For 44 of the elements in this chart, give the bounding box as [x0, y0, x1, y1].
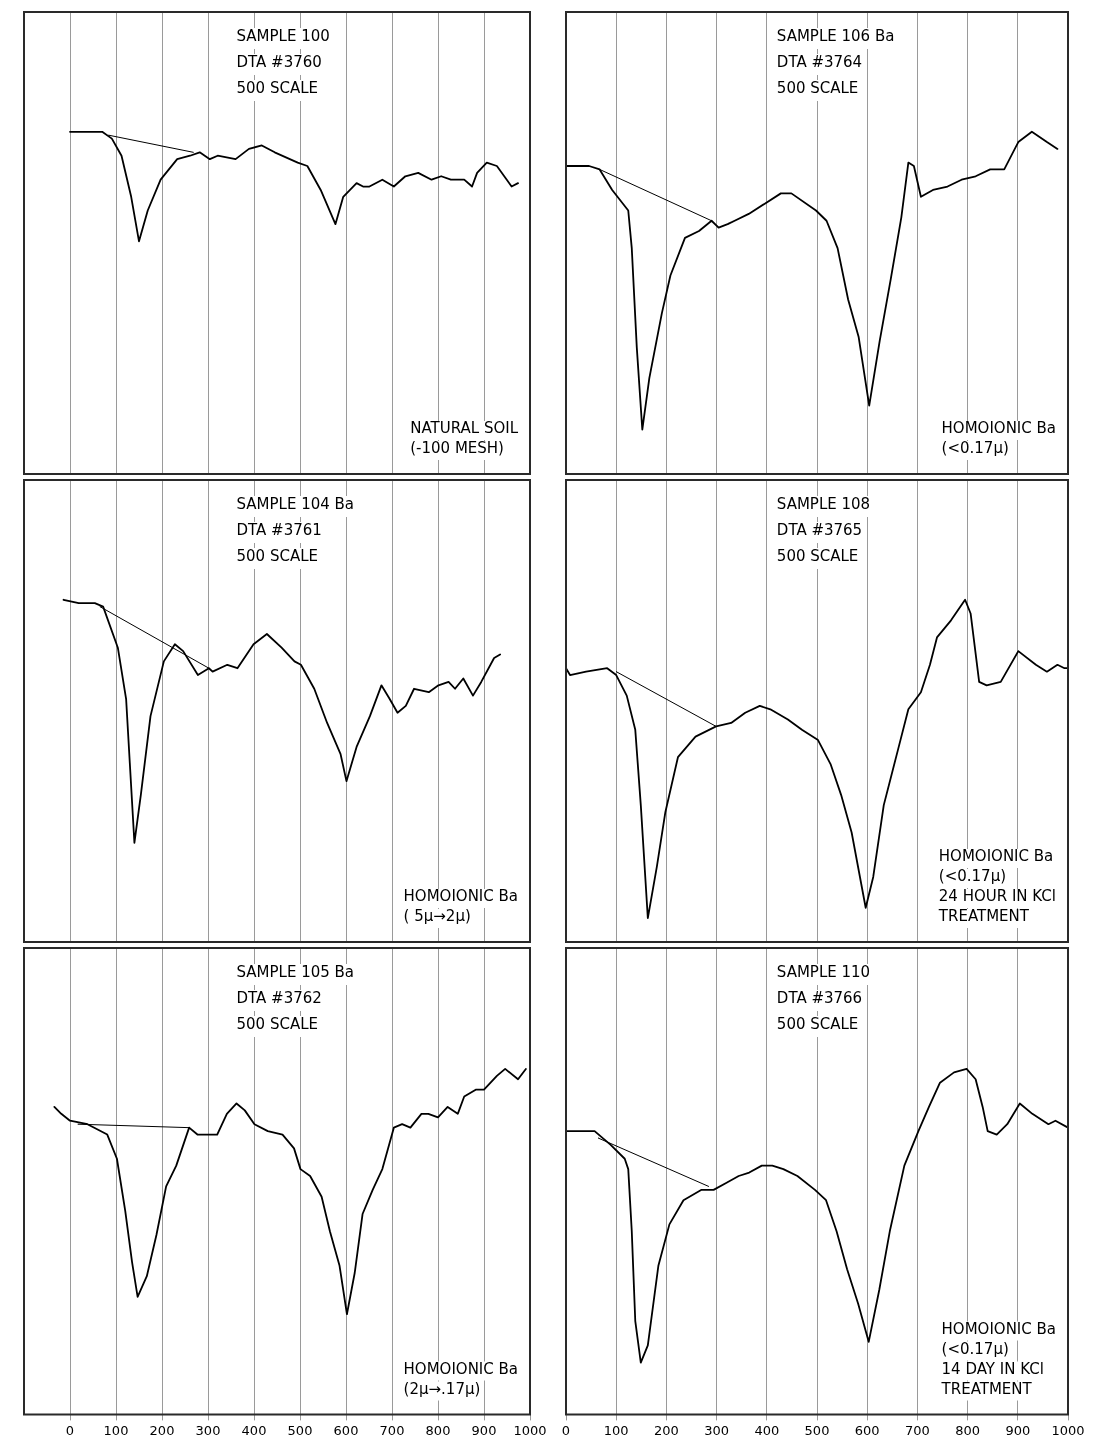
annotation: HOMOIONIC Ba [941, 1319, 1056, 1338]
x-tick-label: 600 [333, 1422, 359, 1438]
x-tick-label: 200 [653, 1422, 679, 1438]
x-tick-label: 800 [425, 1422, 451, 1438]
annotation: (2μ→.17μ) [403, 1379, 481, 1398]
annotation: 14 DAY IN KCl [941, 1359, 1044, 1378]
x-tick-label: 300 [195, 1422, 221, 1438]
annotation: NATURAL SOIL [410, 419, 519, 438]
annotation: (<0.17μ) [938, 867, 1007, 886]
annotation: (-100 MESH) [410, 439, 504, 458]
annotation: 24 HOUR IN KCl [938, 887, 1057, 906]
x-tick-label: 500 [287, 1422, 313, 1438]
x-tick-label: 1000 [513, 1422, 547, 1438]
chart-title: SAMPLE 104 Ba DTA #3761 500 SCALE [236, 495, 355, 566]
annotation: (<0.17μ) [941, 1339, 1009, 1358]
x-tick-label: 600 [854, 1422, 880, 1438]
annotation: TREATMENT [937, 907, 1030, 926]
x-tick-label: 100 [103, 1422, 129, 1438]
chart-title: SAMPLE 110 DTA #3766 500 SCALE [776, 963, 871, 1034]
x-tick-label: 700 [904, 1422, 930, 1438]
x-tick-label: 400 [241, 1422, 267, 1438]
x-tick-label: 1000 [1051, 1422, 1085, 1438]
chart-title: SAMPLE 108 DTA #3765 500 SCALE [776, 495, 871, 566]
annotation: HOMOIONIC Ba [403, 887, 518, 906]
x-tick-label: 700 [379, 1422, 405, 1438]
x-tick-label: 200 [149, 1422, 175, 1438]
chart-title: SAMPLE 106 Ba DTA #3764 500 SCALE [776, 27, 895, 98]
x-tick-label: 800 [955, 1422, 981, 1438]
annotation: (<0.17μ) [941, 439, 1009, 458]
x-tick-label: 900 [471, 1422, 497, 1438]
annotation: HOMOIONIC Ba [403, 1359, 518, 1378]
chart-title: SAMPLE 100 DTA #3760 500 SCALE [236, 27, 330, 98]
x-tick-label: 500 [804, 1422, 830, 1438]
annotation: ( 5μ→2μ) [403, 907, 471, 926]
annotation: HOMOIONIC Ba [941, 419, 1056, 438]
x-tick-label: 100 [603, 1422, 629, 1438]
x-tick-label: 300 [704, 1422, 730, 1438]
annotation: TREATMENT [940, 1379, 1033, 1398]
x-tick-label: 900 [1005, 1422, 1031, 1438]
x-tick-label: 400 [754, 1422, 780, 1438]
chart-title: SAMPLE 105 Ba DTA #3762 500 SCALE [236, 963, 355, 1034]
annotation: HOMOIONIC Ba [938, 847, 1054, 866]
x-tick-label: 0 [65, 1422, 75, 1438]
x-tick-label: 0 [561, 1422, 571, 1438]
